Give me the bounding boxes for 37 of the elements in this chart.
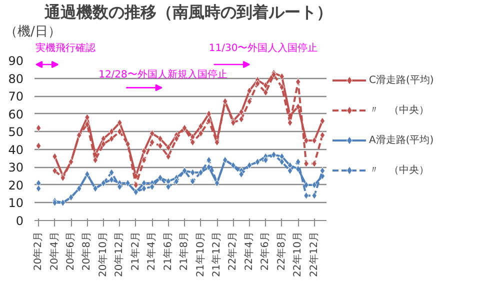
x-tick-label: 20年8月: [80, 231, 93, 271]
text: 実機飛行確認: [35, 42, 96, 54]
x-tick-label: 21年2月: [129, 231, 142, 271]
y-axis-title: （機/日）: [4, 24, 61, 40]
x-tick-label: 22年2月: [226, 231, 239, 271]
y-tick-label: 0: [16, 214, 24, 228]
y-tick-label: 90: [8, 54, 24, 68]
y-tick-label: 20: [8, 178, 24, 192]
x-tick-label: 20年6月: [64, 231, 76, 271]
y-tick-label: 50: [8, 125, 24, 140]
y-tick-label: 10: [8, 196, 24, 210]
y-tick-label: 40: [8, 142, 24, 157]
x-tick-label: 20年2月: [32, 231, 44, 271]
x-tick-label: 22年8月: [275, 231, 288, 271]
legend-label: 〃 （中央）: [369, 164, 429, 177]
annotation: 12/28〜外国人新規入国停止: [98, 68, 228, 80]
x-tick-label: 21年4月: [146, 231, 158, 271]
x-tick-label: 21年8月: [178, 231, 190, 271]
legend-label: C滑走路(平均): [369, 74, 434, 87]
x-tick-label: 22年4月: [242, 231, 255, 271]
x-tick-label: 20年10月: [96, 231, 109, 277]
y-tick-label: 60: [8, 107, 24, 122]
x-tick-label: 20年12月: [113, 231, 126, 277]
x-tick-label: 20年4月: [48, 231, 60, 271]
x-tick-label: 21年6月: [162, 231, 174, 271]
x-tick-label: 21年10月: [194, 231, 206, 277]
legend-label: 〃 （中央）: [369, 104, 429, 117]
y-tick-label: 70: [8, 90, 24, 104]
x-tick-label: 22年6月: [259, 231, 272, 271]
text: 11/30〜外国人入国停止: [208, 42, 318, 54]
legend-label: A滑走路(平均): [369, 134, 434, 147]
y-tick-label: 30: [8, 160, 24, 175]
x-tick-label: 22年10月: [292, 231, 304, 277]
chart-title: 通過機数の推移（南風時の到着ルート）: [44, 2, 332, 22]
y-tick-label: 80: [8, 72, 24, 86]
x-tick-label: 21年12月: [210, 231, 222, 277]
x-tick-label: 22年12月: [308, 231, 320, 277]
